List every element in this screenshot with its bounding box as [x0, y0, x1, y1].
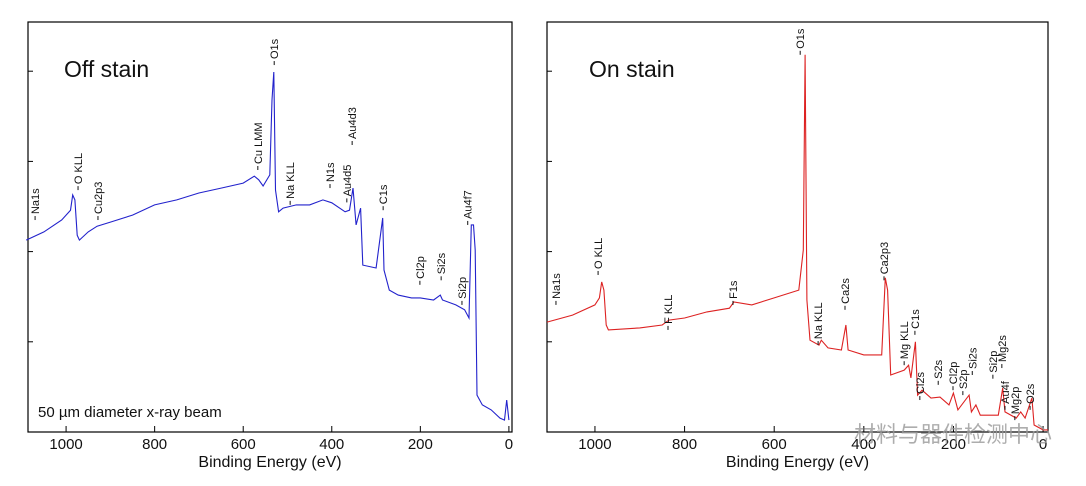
peak-label: Na1s: [551, 273, 563, 299]
peak-label: Au4f7: [463, 190, 475, 219]
peak-label: Na1s: [30, 188, 42, 214]
plot-frame: [27, 21, 513, 433]
peak-label: Cl2p: [415, 256, 427, 279]
peak-label: Cu2p3: [93, 182, 105, 214]
peak-label: Au4f: [1000, 380, 1012, 404]
x-tick-label: 200: [408, 436, 433, 453]
peak-label: Mg2p: [1010, 387, 1022, 415]
panel-title: On stain: [589, 56, 675, 82]
peak-label: Cl2p: [948, 362, 960, 385]
spectrum-line: [25, 71, 510, 421]
peak-label: Si2s: [436, 252, 448, 274]
peak-label: Cl2s: [915, 372, 927, 395]
plot-frame: [546, 21, 1049, 433]
x-tick-label: 0: [505, 436, 513, 453]
x-tick-label: 600: [231, 436, 256, 453]
peak-label: Mg2s: [997, 335, 1009, 362]
x-tick-label: 800: [142, 436, 167, 453]
peak-label: O2s: [1025, 383, 1037, 404]
spectrum-line: [546, 54, 1048, 431]
peak-label: Ca2p3: [879, 242, 891, 274]
panel-title: Off stain: [64, 56, 149, 82]
peak-label: Si2p: [988, 351, 1000, 373]
x-axis-label: Binding Energy (eV): [726, 454, 869, 471]
peak-label: Cu LMM: [253, 122, 265, 164]
peak-label: F KLL: [663, 295, 675, 324]
watermark: 材料与器件检测中心: [854, 423, 1052, 448]
peak-label: C1s: [378, 184, 390, 204]
x-tick-label: 600: [762, 436, 787, 453]
x-tick-label: 400: [319, 436, 344, 453]
peak-label: Si2s: [967, 347, 979, 369]
peak-label: Au4d3: [347, 107, 359, 139]
peak-label: Si2p: [457, 277, 469, 299]
x-tick-label: 0: [1039, 436, 1047, 453]
peak-label: S2s: [933, 359, 945, 378]
peak-label: F1s: [728, 280, 740, 299]
peak-label: Au4d5: [342, 165, 354, 197]
x-tick-label: 800: [672, 436, 697, 453]
panel-note: 50 µm diameter x-ray beam: [38, 404, 222, 421]
x-tick-label: 1000: [578, 436, 611, 453]
peak-label: Ca2s: [840, 278, 852, 304]
peak-label: O1s: [269, 38, 281, 59]
peak-label: S2p: [958, 370, 970, 390]
x-tick-label: 400: [851, 436, 876, 453]
x-tick-label: 200: [941, 436, 966, 453]
peak-label: Mg KLL: [899, 321, 911, 359]
peak-label: O KLL: [593, 238, 605, 269]
peak-label: C1s: [910, 309, 922, 329]
peak-label: Na KLL: [285, 162, 297, 199]
x-tick-label: 1000: [49, 436, 82, 453]
peak-label: O1s: [795, 28, 807, 49]
peak-label: N1s: [325, 162, 337, 182]
x-axis-label: Binding Energy (eV): [198, 454, 341, 471]
peak-label: O KLL: [73, 153, 85, 184]
peak-label: Na KLL: [813, 302, 825, 339]
